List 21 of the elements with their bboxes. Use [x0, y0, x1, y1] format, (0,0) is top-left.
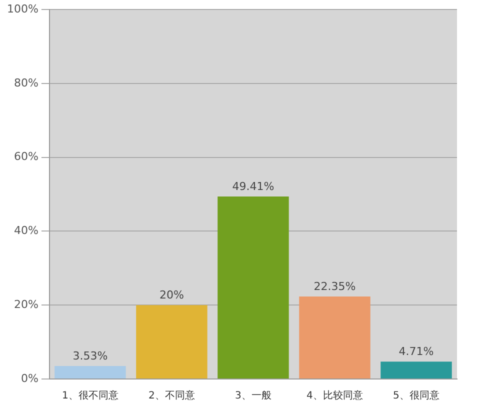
x-tick-label: 5、很同意 — [393, 390, 440, 402]
y-tick-label: 100% — [6, 2, 38, 16]
y-tick-label: 60% — [14, 150, 38, 164]
y-tick-label: 80% — [14, 76, 38, 90]
bar — [299, 296, 370, 378]
data-label: 20% — [159, 288, 184, 302]
y-tick-label: 40% — [14, 224, 38, 238]
bar — [218, 196, 289, 378]
x-tick-label: 2、不同意 — [148, 390, 195, 402]
bar — [380, 362, 452, 378]
y-tick-label: 0% — [20, 372, 38, 385]
data-label: 3.53% — [72, 349, 108, 362]
data-label: 49.41% — [232, 180, 274, 193]
bar — [54, 366, 126, 378]
x-tick-label: 1、很不同意 — [62, 390, 118, 402]
y-tick-label: 20% — [14, 298, 38, 311]
x-tick-label: 3、一般 — [235, 390, 272, 402]
data-label: 22.35% — [314, 280, 356, 293]
data-label: 4.71% — [398, 344, 434, 358]
bar — [136, 305, 208, 378]
x-tick-label: 4、比较同意 — [306, 390, 363, 402]
